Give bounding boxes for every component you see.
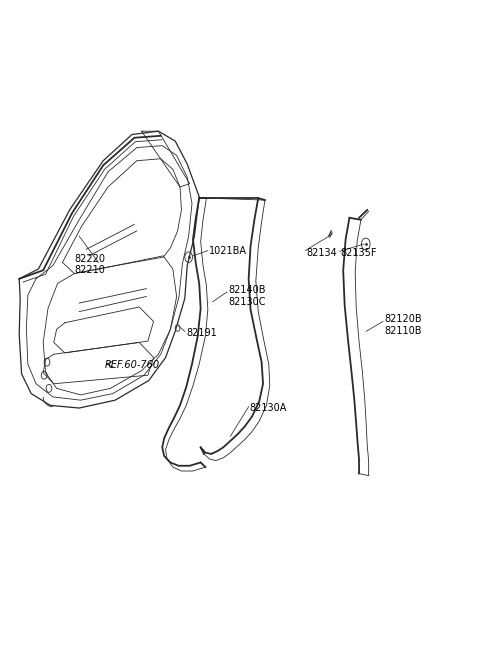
Text: 82140B: 82140B [228, 285, 265, 295]
Text: 82134: 82134 [306, 247, 337, 258]
Text: 82220: 82220 [74, 254, 106, 264]
Text: 82130C: 82130C [228, 297, 265, 307]
Text: 82130A: 82130A [250, 403, 287, 413]
Text: REF.60-760: REF.60-760 [105, 360, 160, 371]
Text: 1021BA: 1021BA [209, 245, 247, 256]
Text: 82110B: 82110B [384, 325, 421, 336]
Text: 82120B: 82120B [384, 314, 421, 325]
Text: 82191: 82191 [186, 327, 217, 338]
Text: 82210: 82210 [74, 265, 105, 276]
Text: 82135F: 82135F [341, 247, 377, 258]
